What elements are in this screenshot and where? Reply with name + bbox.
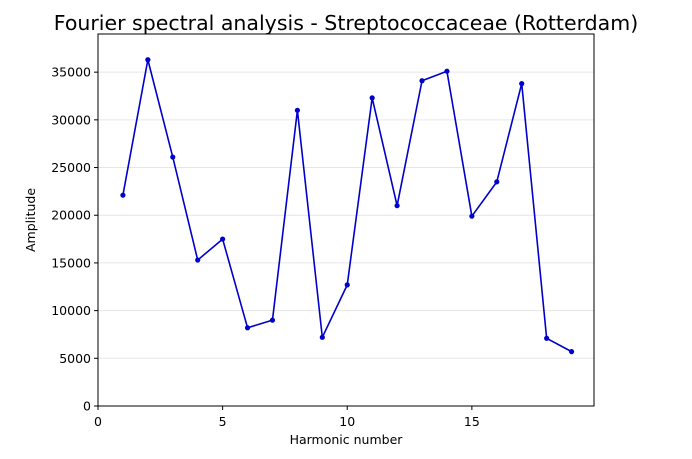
data-point (568, 349, 575, 355)
data-point (544, 335, 550, 341)
data-point (244, 325, 251, 331)
data-point (120, 192, 126, 198)
x-tick-label: 0 (94, 414, 102, 429)
y-tick-label: 35000 (51, 65, 91, 80)
y-tick-label: 25000 (51, 160, 91, 175)
y-tick-label: 15000 (51, 255, 91, 270)
data-point (344, 282, 350, 288)
series-layer (120, 57, 575, 355)
series-line (122, 58, 572, 353)
data-point (170, 154, 176, 160)
data-point (319, 334, 325, 340)
data-point (419, 78, 425, 84)
y-tick-label: 5000 (59, 351, 91, 366)
data-point (145, 57, 151, 63)
grid-lines (98, 71, 594, 359)
data-point (220, 236, 226, 242)
x-axis-label: Harmonic number (290, 432, 404, 447)
x-tick-label: 10 (339, 414, 355, 429)
chart-title: Fourier spectral analysis - Streptococca… (54, 11, 638, 35)
x-tick-label: 5 (219, 414, 227, 429)
data-point (444, 68, 450, 74)
data-point (519, 81, 525, 87)
y-tick-label: 0 (83, 399, 91, 414)
y-tick-label: 20000 (51, 208, 91, 223)
y-tick-label: 10000 (51, 303, 91, 318)
y-tick-label: 30000 (51, 112, 91, 127)
plot-frame (97, 33, 595, 407)
data-point (469, 213, 475, 219)
x-tick-label: 15 (464, 414, 480, 429)
y-axis: 0 5000 10000 15000 20000 25000 30000 35000 (51, 65, 98, 414)
data-point (369, 95, 375, 101)
data-point (269, 317, 276, 323)
data-point (494, 179, 500, 185)
y-axis-label: Amplitude (23, 188, 38, 252)
data-point (294, 107, 300, 113)
data-point (195, 257, 201, 263)
x-axis: 0 5 10 15 (94, 406, 480, 429)
data-point (394, 203, 400, 209)
